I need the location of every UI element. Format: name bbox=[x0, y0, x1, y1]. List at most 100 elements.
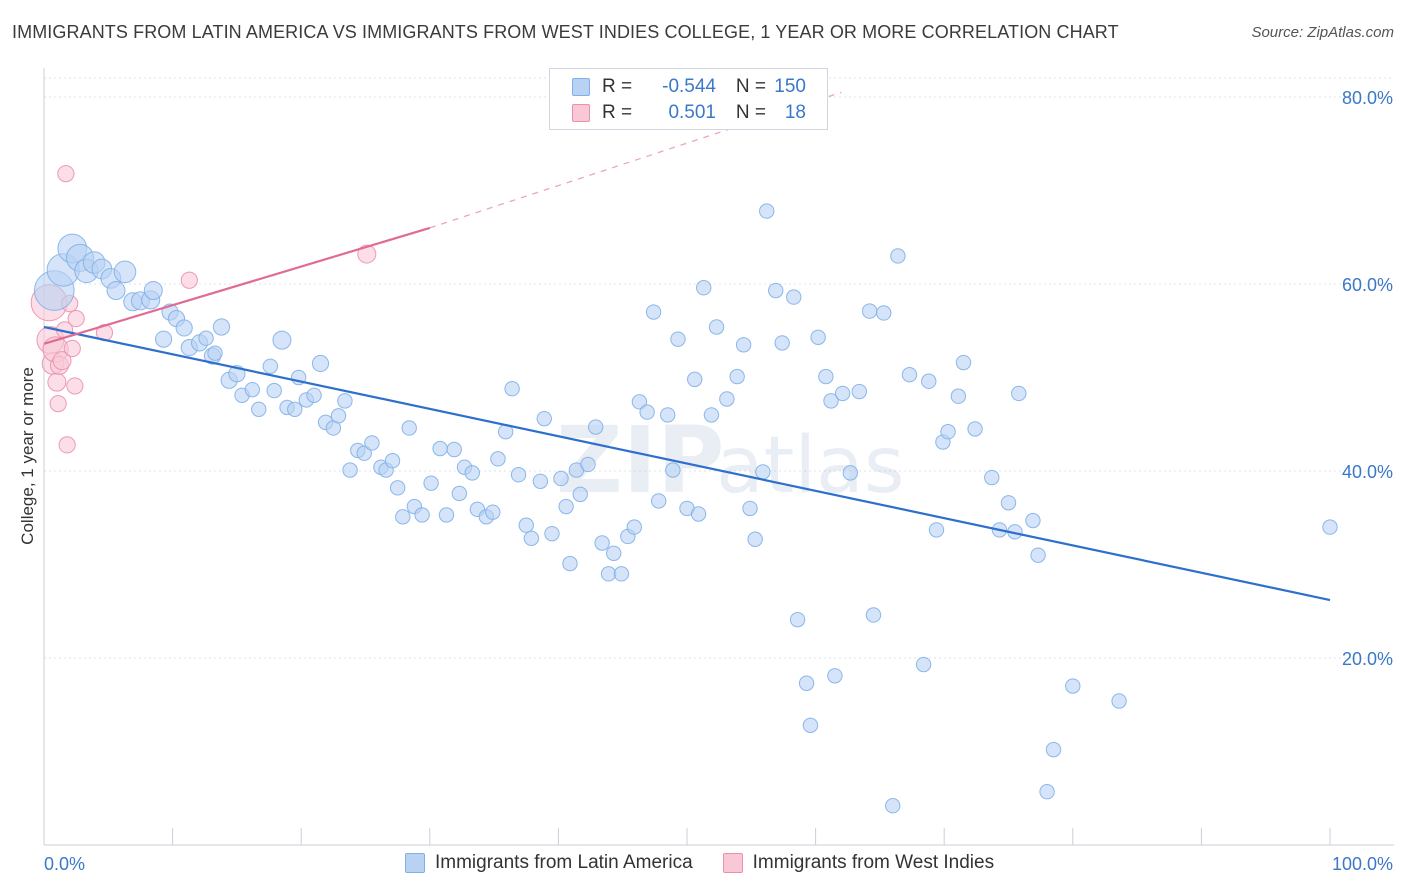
point-latin-america bbox=[1000, 495, 1017, 511]
point-latin-america bbox=[594, 535, 610, 551]
point-latin-america bbox=[558, 498, 574, 515]
legend-row-latin-america: R = -0.544 N = 150 bbox=[572, 74, 806, 100]
point-latin-america bbox=[266, 382, 282, 399]
point-west-indies bbox=[47, 372, 67, 392]
point-latin-america bbox=[287, 401, 303, 417]
point-latin-america bbox=[798, 675, 815, 691]
point-latin-america bbox=[580, 456, 596, 473]
point-latin-america bbox=[955, 354, 972, 371]
point-latin-america bbox=[143, 281, 163, 301]
point-latin-america bbox=[774, 335, 790, 351]
point-latin-america bbox=[401, 420, 417, 436]
point-latin-america bbox=[272, 330, 292, 350]
legend-item-label: Immigrants from West Indies bbox=[752, 852, 995, 873]
point-latin-america bbox=[1039, 784, 1055, 800]
chart-title: IMMIGRANTS FROM LATIN AMERICA VS IMMIGRA… bbox=[12, 22, 1119, 42]
point-latin-america bbox=[818, 368, 834, 385]
point-latin-america bbox=[851, 383, 868, 400]
legend-item-latin-america[interactable]: Immigrants from Latin America bbox=[405, 852, 693, 874]
point-latin-america bbox=[485, 504, 501, 520]
point-latin-america bbox=[244, 381, 261, 398]
point-latin-america bbox=[306, 387, 322, 403]
point-latin-america bbox=[207, 345, 223, 361]
point-latin-america bbox=[639, 404, 655, 420]
point-latin-america bbox=[251, 401, 267, 417]
point-latin-america bbox=[451, 485, 468, 502]
point-latin-america bbox=[523, 530, 540, 547]
point-latin-america bbox=[631, 394, 648, 410]
legend-r-label: R = bbox=[602, 102, 633, 123]
legend-r-value: 0.501 bbox=[668, 102, 716, 123]
point-latin-america bbox=[414, 507, 430, 523]
axes bbox=[43, 68, 1394, 846]
x-tick-label: 0.0% bbox=[44, 854, 85, 874]
point-latin-america bbox=[921, 373, 937, 389]
point-latin-america bbox=[1030, 547, 1046, 563]
point-latin-america bbox=[1045, 741, 1062, 758]
point-latin-america bbox=[645, 304, 662, 320]
point-latin-america bbox=[687, 371, 703, 388]
point-latin-america bbox=[198, 330, 214, 346]
legend-row-west-indies: R = 0.501 N = 18 bbox=[572, 100, 806, 126]
point-latin-america bbox=[810, 329, 826, 345]
trend-lines bbox=[43, 91, 1331, 602]
point-latin-america bbox=[735, 337, 752, 353]
point-latin-america bbox=[113, 260, 137, 284]
point-latin-america bbox=[940, 424, 956, 440]
point-latin-america bbox=[967, 421, 983, 437]
point-latin-america bbox=[154, 330, 173, 348]
point-latin-america bbox=[1011, 385, 1027, 402]
legend-n-label: N = bbox=[735, 102, 766, 123]
point-latin-america bbox=[605, 545, 622, 561]
point-west-indies bbox=[58, 436, 76, 454]
point-latin-america bbox=[789, 611, 806, 628]
point-latin-america bbox=[562, 555, 578, 572]
point-latin-america bbox=[901, 366, 918, 383]
point-latin-america bbox=[690, 506, 707, 522]
point-latin-america bbox=[423, 475, 439, 491]
series-latin-america bbox=[33, 203, 1338, 814]
point-latin-america bbox=[984, 469, 1000, 486]
point-latin-america bbox=[572, 486, 588, 503]
tick-labels: 20.0% 40.0% 60.0% 80.0% 0.0% 100.0% bbox=[44, 88, 1393, 874]
point-latin-america bbox=[356, 445, 372, 461]
point-latin-america bbox=[827, 668, 843, 684]
point-latin-america bbox=[330, 408, 347, 424]
y-tick-label: 40.0% bbox=[1342, 462, 1393, 482]
legend-swatch-pink bbox=[722, 853, 743, 873]
point-latin-america bbox=[729, 368, 745, 385]
point-latin-america bbox=[1322, 519, 1338, 535]
legend-n-label: N = bbox=[735, 76, 766, 97]
point-latin-america bbox=[719, 391, 735, 407]
series-west-indies bbox=[30, 165, 377, 454]
legend-item-west-indies[interactable]: Immigrants from West Indies bbox=[722, 852, 995, 874]
point-latin-america bbox=[510, 467, 527, 483]
point-latin-america bbox=[175, 319, 193, 337]
point-latin-america bbox=[703, 407, 720, 423]
point-latin-america bbox=[876, 305, 892, 321]
trend-line-latin-america bbox=[43, 325, 1331, 602]
point-latin-america bbox=[670, 331, 686, 347]
legend-swatch-blue bbox=[405, 853, 425, 873]
point-latin-america bbox=[262, 358, 279, 374]
point-latin-america bbox=[834, 385, 851, 402]
point-latin-america bbox=[802, 717, 819, 734]
point-latin-america bbox=[446, 441, 462, 458]
point-latin-america bbox=[651, 493, 667, 509]
point-west-indies bbox=[52, 351, 72, 371]
point-latin-america bbox=[1111, 693, 1127, 709]
point-west-indies bbox=[49, 395, 67, 413]
point-latin-america bbox=[928, 522, 945, 538]
point-latin-america bbox=[432, 440, 448, 457]
point-latin-america bbox=[842, 465, 859, 481]
legend-r-value: -0.544 bbox=[662, 76, 716, 97]
trend-line-west-indies bbox=[43, 226, 431, 345]
point-latin-america bbox=[536, 410, 552, 427]
point-latin-america bbox=[490, 451, 506, 467]
point-latin-america bbox=[464, 465, 480, 481]
point-latin-america bbox=[311, 354, 330, 373]
point-latin-america bbox=[768, 282, 784, 299]
legend-n-value: 150 bbox=[774, 76, 806, 97]
point-latin-america bbox=[823, 393, 839, 409]
